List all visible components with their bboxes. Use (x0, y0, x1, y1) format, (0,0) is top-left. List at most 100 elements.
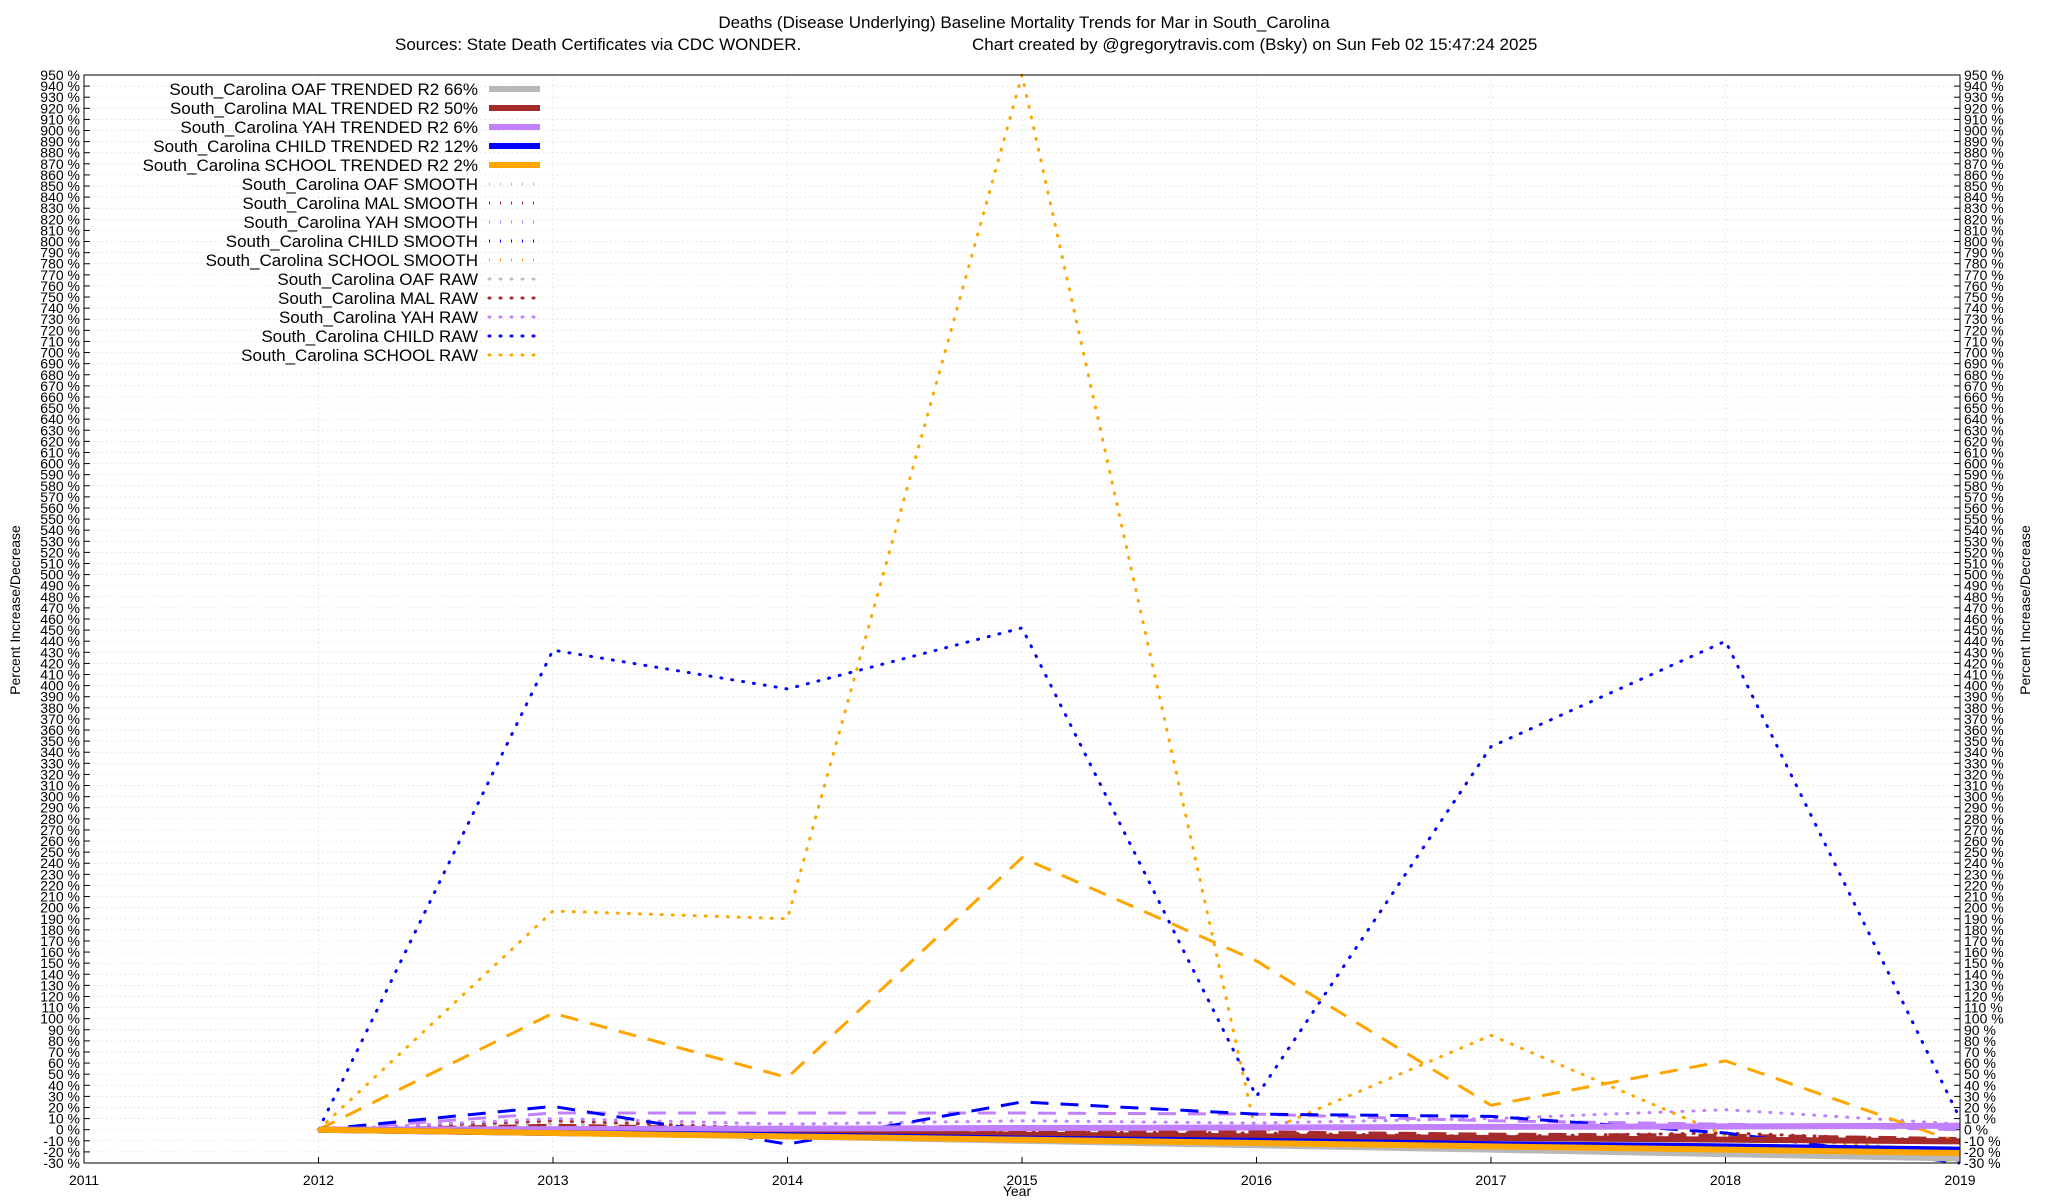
right-tick-label: 910 % (1964, 111, 2004, 127)
left-tick-label: 60 % (48, 1055, 80, 1071)
left-tick-label: 340 % (40, 744, 80, 760)
left-tick-label: 660 % (40, 389, 80, 405)
left-tick-label: 560 % (40, 500, 80, 516)
left-tick-label: 680 % (40, 367, 80, 383)
right-tick-label: 800 % (1964, 234, 2004, 250)
right-tick-label: -30 % (1964, 1155, 2001, 1171)
right-tick-label: 490 % (1964, 578, 2004, 594)
left-tick-label: 580 % (40, 478, 80, 494)
legend-label: South_Carolina CHILD SMOOTH (226, 232, 478, 251)
right-y-axis: -30 %-20 %-10 %0 %10 %20 %30 %40 %50 %60… (1954, 67, 2004, 1171)
x-tick-label: 2016 (1241, 1172, 1272, 1188)
right-tick-label: 100 % (1964, 1011, 2004, 1027)
right-tick-label: 330 % (1964, 755, 2004, 771)
right-tick-label: 220 % (1964, 877, 2004, 893)
right-tick-label: 340 % (1964, 744, 2004, 760)
left-tick-label: 500 % (40, 567, 80, 583)
right-tick-label: 520 % (1964, 544, 2004, 560)
right-tick-label: 250 % (1964, 844, 2004, 860)
right-tick-label: 780 % (1964, 256, 2004, 272)
right-tick-label: 750 % (1964, 289, 2004, 305)
right-tick-label: 200 % (1964, 900, 2004, 916)
right-tick-label: 550 % (1964, 511, 2004, 527)
legend-label: South_Carolina SCHOOL SMOOTH (206, 251, 478, 270)
left-tick-label: 250 % (40, 844, 80, 860)
left-tick-label: 670 % (40, 378, 80, 394)
left-tick-label: 20 % (48, 1099, 80, 1115)
left-tick-label: 170 % (40, 933, 80, 949)
left-tick-label: 120 % (40, 988, 80, 1004)
left-tick-label: 790 % (40, 245, 80, 261)
left-tick-label: 10 % (48, 1111, 80, 1127)
left-tick-label: 160 % (40, 944, 80, 960)
chart-subtitle-credit: Chart created by @gregorytravis.com (Bsk… (972, 35, 1537, 54)
right-tick-label: 150 % (1964, 955, 2004, 971)
left-tick-label: 420 % (40, 655, 80, 671)
left-tick-label: 310 % (40, 778, 80, 794)
right-tick-label: 540 % (1964, 522, 2004, 538)
right-tick-label: 440 % (1964, 633, 2004, 649)
right-tick-label: 0 % (1964, 1122, 1988, 1138)
right-tick-label: 480 % (1964, 589, 2004, 605)
right-tick-label: 60 % (1964, 1055, 1996, 1071)
left-tick-label: 150 % (40, 955, 80, 971)
series-line-4 (318, 1126, 1961, 1157)
legend-label: South_Carolina SCHOOL RAW (241, 346, 478, 365)
right-tick-label: -10 % (1964, 1133, 2001, 1149)
left-tick-label: 430 % (40, 644, 80, 660)
series-line-9 (317, 856, 1961, 1145)
left-tick-label: 240 % (40, 855, 80, 871)
right-y-axis-label: Percent Increase/Decrease (2017, 525, 2033, 695)
right-tick-label: 390 % (1964, 689, 2004, 705)
x-axis: 2011 2012 2013 2014 2015 2016 2017 2018 2019 (69, 1157, 1976, 1188)
left-tick-label: 270 % (40, 822, 80, 838)
left-tick-label: 140 % (40, 966, 80, 982)
right-tick-label: 580 % (1964, 478, 2004, 494)
left-tick-label: 40 % (48, 1077, 80, 1093)
x-tick-label: 2018 (1710, 1172, 1741, 1188)
left-tick-label: 480 % (40, 589, 80, 605)
right-tick-label: 380 % (1964, 700, 2004, 716)
right-tick-label: 760 % (1964, 278, 2004, 294)
chart-title: Deaths (Disease Underlying) Baseline Mor… (718, 13, 1330, 32)
right-tick-label: 210 % (1964, 889, 2004, 905)
chart-subtitle-sources: Sources: State Death Certificates via CD… (395, 35, 801, 54)
right-tick-label: 80 % (1964, 1033, 1996, 1049)
right-tick-label: 70 % (1964, 1044, 1996, 1060)
left-tick-label: -30 % (43, 1155, 80, 1171)
right-tick-label: 710 % (1964, 333, 2004, 349)
left-tick-label: 930 % (40, 89, 80, 105)
right-tick-label: 460 % (1964, 611, 2004, 627)
right-tick-label: 320 % (1964, 766, 2004, 782)
right-tick-label: 880 % (1964, 145, 2004, 161)
right-tick-label: 900 % (1964, 123, 2004, 139)
left-tick-label: 940 % (40, 78, 80, 94)
right-tick-label: 410 % (1964, 667, 2004, 683)
left-tick-label: 210 % (40, 889, 80, 905)
series-line-2 (318, 1122, 1961, 1133)
right-tick-label: 30 % (1964, 1088, 1996, 1104)
right-tick-label: 160 % (1964, 944, 2004, 960)
left-tick-label: 950 % (40, 67, 80, 83)
left-tick-label: 710 % (40, 333, 80, 349)
left-tick-label: 630 % (40, 422, 80, 438)
x-tick-label: 2012 (303, 1172, 334, 1188)
left-tick-label: 810 % (40, 222, 80, 238)
left-tick-label: 590 % (40, 467, 80, 483)
left-tick-label: 80 % (48, 1033, 80, 1049)
right-tick-label: 400 % (1964, 678, 2004, 694)
right-tick-label: 870 % (1964, 156, 2004, 172)
left-tick-label: 200 % (40, 900, 80, 916)
left-tick-label: 750 % (40, 289, 80, 305)
left-tick-label: 830 % (40, 200, 80, 216)
left-tick-label: 380 % (40, 700, 80, 716)
right-tick-label: 240 % (1964, 855, 2004, 871)
left-tick-label: 610 % (40, 444, 80, 460)
right-tick-label: 310 % (1964, 778, 2004, 794)
right-tick-label: 120 % (1964, 988, 2004, 1004)
right-tick-label: 840 % (1964, 189, 2004, 205)
left-tick-label: 730 % (40, 311, 80, 327)
legend-label: South_Carolina OAF TRENDED R2 66% (169, 80, 478, 99)
left-tick-label: 780 % (40, 256, 80, 272)
